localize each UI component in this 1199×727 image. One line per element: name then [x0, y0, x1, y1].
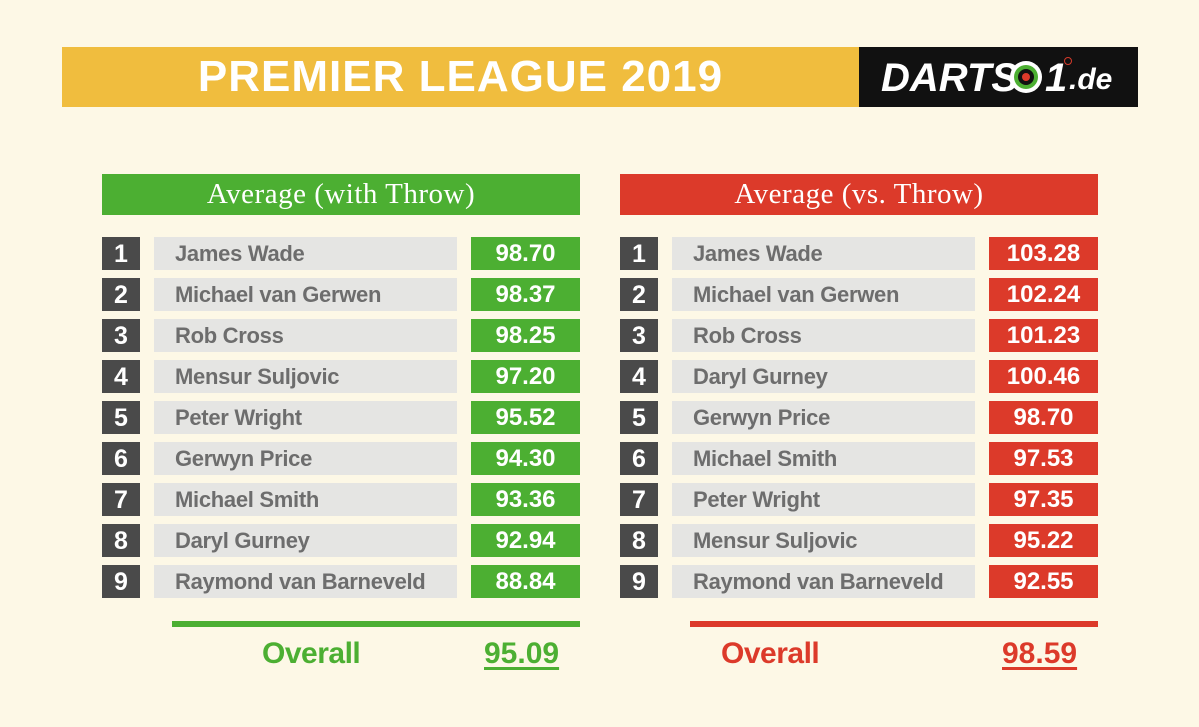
player-name: Gerwyn Price — [672, 401, 975, 434]
player-name: Daryl Gurney — [672, 360, 975, 393]
player-name: Michael van Gerwen — [672, 278, 975, 311]
player-name: Michael Smith — [672, 442, 975, 475]
player-name: Raymond van Barneveld — [154, 565, 457, 598]
table-row: 5 Peter Wright 95.52 — [102, 401, 580, 434]
average-value: 98.70 — [989, 401, 1098, 434]
table-row: 2 Michael van Gerwen 102.24 — [620, 278, 1098, 311]
registered-mark-icon — [1064, 57, 1072, 65]
player-name: Michael van Gerwen — [154, 278, 457, 311]
average-value: 103.28 — [989, 237, 1098, 270]
overall-value-right: 98.59 — [1002, 637, 1078, 670]
average-value: 98.37 — [471, 278, 580, 311]
player-name: Rob Cross — [672, 319, 975, 352]
logo-prefix: DARTS — [881, 56, 1019, 100]
average-value: 102.24 — [989, 278, 1098, 311]
average-value: 101.23 — [989, 319, 1098, 352]
player-name: Peter Wright — [672, 483, 975, 516]
average-value: 98.70 — [471, 237, 580, 270]
rank-box: 9 — [620, 565, 658, 598]
player-name: Mensur Suljovic — [154, 360, 457, 393]
player-name: Daryl Gurney — [154, 524, 457, 557]
rank-box: 2 — [102, 278, 140, 311]
table-row: 9 Raymond van Barneveld 88.84 — [102, 565, 580, 598]
table-row: 1 James Wade 98.70 — [102, 237, 580, 270]
overall-value-left: 95.09 — [484, 637, 560, 670]
with-throw-title: Average (with Throw) — [102, 174, 580, 215]
header-banner: PREMIER LEAGUE 2019 DARTS 1 .de — [62, 47, 1138, 107]
table-row: 8 Mensur Suljovic 95.22 — [620, 524, 1098, 557]
rank-box: 7 — [620, 483, 658, 516]
average-value: 97.53 — [989, 442, 1098, 475]
table-row: 2 Michael van Gerwen 98.37 — [102, 278, 580, 311]
rank-box: 6 — [102, 442, 140, 475]
table-row: 5 Gerwyn Price 98.70 — [620, 401, 1098, 434]
player-name: Rob Cross — [154, 319, 457, 352]
overall-label-right: Overall — [721, 637, 820, 670]
overall-divider-right — [690, 621, 1098, 627]
rank-box: 1 — [620, 237, 658, 270]
rank-box: 5 — [102, 401, 140, 434]
rank-box: 4 — [102, 360, 140, 393]
vs-throw-title: Average (vs. Throw) — [620, 174, 1098, 215]
table-row: 7 Michael Smith 93.36 — [102, 483, 580, 516]
table-row: 9 Raymond van Barneveld 92.55 — [620, 565, 1098, 598]
overall-divider-left — [172, 621, 580, 627]
dartboard-zero-icon — [1010, 61, 1042, 93]
table-row: 8 Daryl Gurney 92.94 — [102, 524, 580, 557]
average-value: 88.84 — [471, 565, 580, 598]
rank-box: 9 — [102, 565, 140, 598]
rank-box: 5 — [620, 401, 658, 434]
player-name: Michael Smith — [154, 483, 457, 516]
player-name: James Wade — [154, 237, 457, 270]
rank-box: 4 — [620, 360, 658, 393]
rank-box: 2 — [620, 278, 658, 311]
table-row: 7 Peter Wright 97.35 — [620, 483, 1098, 516]
table-row: 4 Mensur Suljovic 97.20 — [102, 360, 580, 393]
average-value: 98.25 — [471, 319, 580, 352]
player-name: James Wade — [672, 237, 975, 270]
average-value: 95.52 — [471, 401, 580, 434]
player-name: Peter Wright — [154, 401, 457, 434]
average-value: 97.35 — [989, 483, 1098, 516]
overall-label-left: Overall — [262, 637, 361, 670]
rank-box: 8 — [620, 524, 658, 557]
average-value: 92.94 — [471, 524, 580, 557]
average-value: 92.55 — [989, 565, 1098, 598]
table-row: 3 Rob Cross 98.25 — [102, 319, 580, 352]
average-value: 97.20 — [471, 360, 580, 393]
rank-box: 8 — [102, 524, 140, 557]
table-row: 3 Rob Cross 101.23 — [620, 319, 1098, 352]
player-name: Mensur Suljovic — [672, 524, 975, 557]
rank-box: 6 — [620, 442, 658, 475]
rank-box: 1 — [102, 237, 140, 270]
rank-box: 3 — [620, 319, 658, 352]
average-value: 100.46 — [989, 360, 1098, 393]
average-value: 94.30 — [471, 442, 580, 475]
player-name: Raymond van Barneveld — [672, 565, 975, 598]
rank-box: 3 — [102, 319, 140, 352]
table-row: 1 James Wade 103.28 — [620, 237, 1098, 270]
rank-box: 7 — [102, 483, 140, 516]
header-title-bar — [62, 47, 859, 107]
logo-number: 1 — [1045, 56, 1068, 100]
player-name: Gerwyn Price — [154, 442, 457, 475]
table-row: 6 Gerwyn Price 94.30 — [102, 442, 580, 475]
average-value: 95.22 — [989, 524, 1098, 557]
average-value: 93.36 — [471, 483, 580, 516]
table-row: 4 Daryl Gurney 100.46 — [620, 360, 1098, 393]
logo-domain: .de — [1069, 63, 1113, 96]
site-logo: DARTS 1 .de — [859, 47, 1138, 107]
table-row: 6 Michael Smith 97.53 — [620, 442, 1098, 475]
page-title: PREMIER LEAGUE 2019 — [197, 52, 724, 101]
